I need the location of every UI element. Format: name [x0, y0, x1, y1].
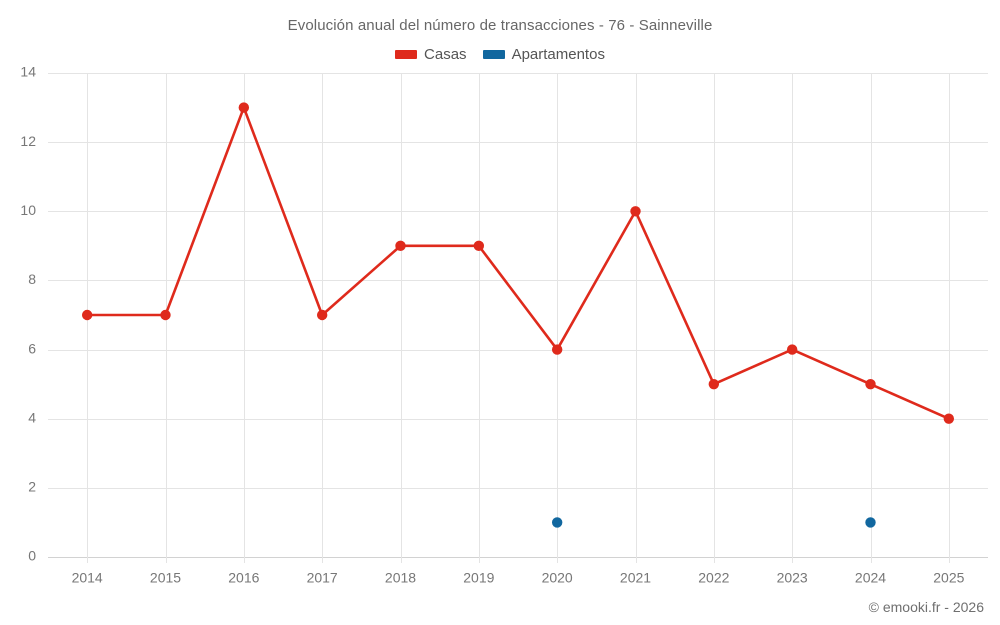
x-axis-tick-label: 2024 [855, 569, 886, 585]
data-point[interactable] [395, 240, 406, 252]
data-point[interactable] [316, 309, 328, 321]
x-axis-tick-label: 2023 [777, 569, 808, 585]
series-line-casas [85, 106, 951, 421]
y-axis-tick-label: 0 [28, 548, 36, 564]
data-point[interactable] [238, 102, 250, 113]
data-point[interactable] [551, 517, 563, 528]
data-point[interactable] [160, 309, 171, 321]
chart-legend: Casas Apartamentos [0, 46, 1000, 63]
footer-credit: © emooki.fr - 2026 [868, 599, 984, 615]
data-point[interactable] [81, 309, 93, 321]
x-axis-tick-label: 2022 [698, 569, 729, 585]
y-axis-tick-label: 6 [28, 340, 36, 356]
x-axis-tick-label: 2025 [933, 569, 964, 585]
data-point[interactable] [630, 206, 641, 217]
data-point[interactable] [943, 413, 955, 424]
y-axis-tick-label: 10 [20, 202, 36, 218]
legend-item-casas[interactable]: Casas [395, 46, 467, 63]
x-axis-tick-label: 2018 [385, 569, 416, 585]
x-axis-tick-label: 2014 [72, 569, 103, 585]
legend-swatch-icon-casas [395, 50, 418, 59]
x-axis-tick-label: 2015 [150, 569, 181, 585]
legend-label-apartamentos: Apartamentos [511, 46, 605, 63]
data-point[interactable] [708, 378, 720, 390]
x-axis-tick-label: 2016 [228, 569, 259, 585]
y-axis-tick-label: 12 [20, 133, 36, 149]
data-point[interactable] [865, 378, 876, 390]
y-axis-tick-label: 2 [28, 479, 36, 495]
legend-item-apartamentos[interactable]: Apartamentos [482, 46, 605, 63]
data-point[interactable] [473, 240, 485, 252]
data-point[interactable] [786, 344, 798, 355]
x-axis-tick-label: 2019 [463, 569, 494, 585]
data-point[interactable] [551, 344, 563, 355]
y-axis-tick-label: 14 [20, 64, 36, 80]
chart-title: Evolución anual del número de transaccio… [287, 17, 713, 34]
x-axis-tick-label: 2021 [620, 569, 651, 585]
y-axis-tick-label: 4 [28, 409, 36, 425]
x-axis-tick-label: 2017 [307, 569, 338, 585]
data-point[interactable] [865, 517, 876, 528]
y-axis-tick-label: 8 [28, 271, 36, 287]
legend-swatch-icon-apartamentos [482, 50, 505, 59]
legend-label-casas: Casas [424, 46, 467, 63]
x-axis-tick-label: 2020 [542, 569, 573, 585]
